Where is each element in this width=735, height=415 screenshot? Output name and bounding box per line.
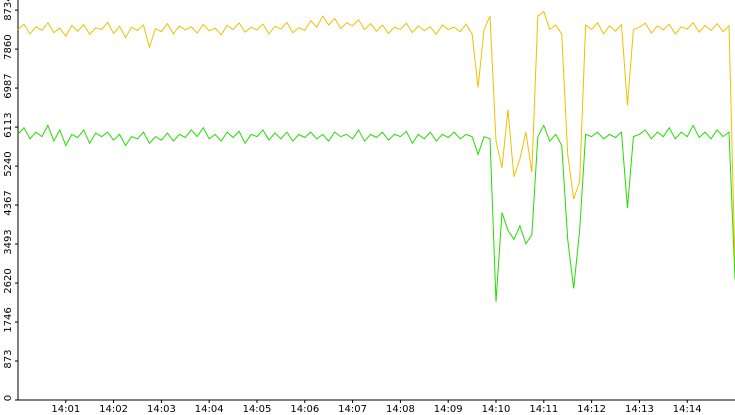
y-tick-label: 2620: [3, 268, 14, 293]
y-tick-label: 8734: [3, 0, 14, 21]
y-tick-label: 6987: [3, 73, 14, 98]
x-tick-label: 14:01: [51, 404, 80, 415]
y-tick-label: 4367: [3, 190, 14, 215]
x-tick-label: 14:12: [577, 404, 606, 415]
y-tick-label: 3493: [3, 229, 14, 254]
x-tick-label: 14:02: [99, 404, 128, 415]
x-tick-label: 14:09: [434, 404, 463, 415]
x-tick-label: 14:13: [625, 404, 654, 415]
y-tick-label: 1746: [3, 307, 14, 332]
data-line: [17, 124, 735, 302]
y-tick-label: 6113: [3, 112, 14, 137]
x-tick-label: 14:10: [482, 404, 511, 415]
x-tick-label: 14:05: [243, 404, 272, 415]
y-tick-label: 873: [3, 349, 14, 368]
x-tick-label: 14:04: [195, 404, 224, 415]
x-tick-label: 14:07: [338, 404, 367, 415]
x-tick-label: 14:11: [529, 404, 558, 415]
x-tick-label: 14:08: [386, 404, 415, 415]
y-tick-label: 0: [3, 395, 14, 401]
y-tick-label: 7860: [3, 34, 14, 59]
x-tick-label: 14:14: [673, 404, 702, 415]
data-line: [17, 10, 735, 267]
x-tick-label: 14:06: [290, 404, 319, 415]
y-tick-label: 5240: [3, 151, 14, 176]
x-tick-label: 14:03: [147, 404, 176, 415]
